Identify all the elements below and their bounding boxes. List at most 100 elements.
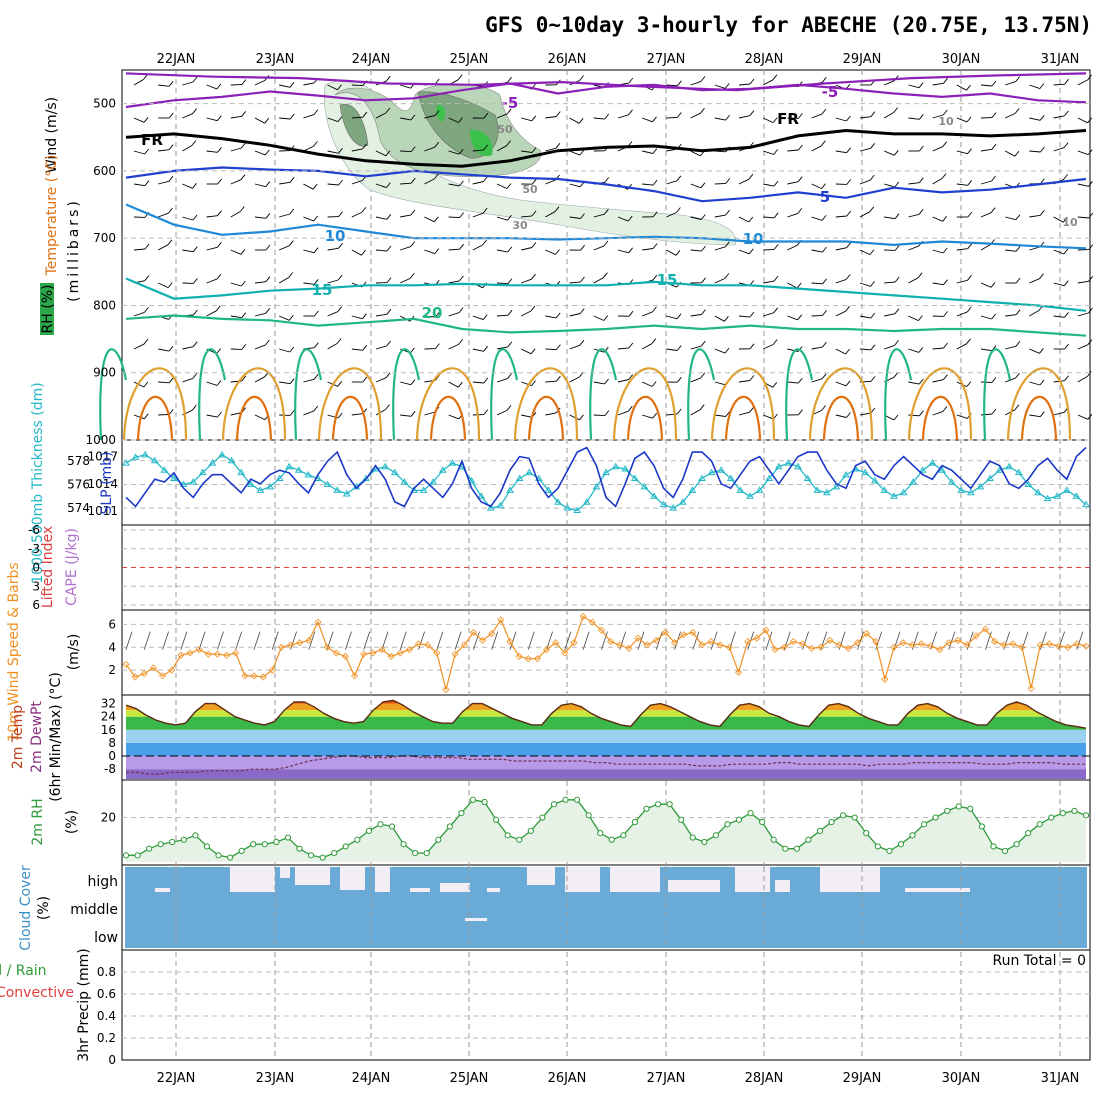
- wind-barb-flag: [628, 247, 633, 254]
- wind-speed-marker: [643, 641, 651, 649]
- wind-barb: [1005, 249, 1017, 252]
- rh-marker: [666, 801, 673, 808]
- contour-label: 15: [657, 271, 678, 289]
- wind-barb-flag: [313, 141, 318, 147]
- wind-barb: [545, 211, 556, 218]
- thickness-marker: [899, 488, 908, 496]
- wind-barb-flag: [1063, 248, 1069, 255]
- ylabel-lifted-index: Lifted Index: [40, 526, 56, 608]
- date-label-top: 30JAN: [942, 52, 981, 67]
- thickness-marker: [918, 466, 927, 473]
- wind-barb: [738, 216, 750, 223]
- rh-marker: [192, 832, 199, 839]
- thickness-marker: [400, 478, 409, 485]
- rh-marker: [1071, 807, 1078, 814]
- wind-barb-flag: [483, 346, 488, 352]
- wind-barb: [327, 117, 339, 123]
- wind-barb-flag: [338, 148, 343, 154]
- wind-barb: [811, 145, 822, 152]
- wind-barb-flag: [724, 83, 730, 89]
- wind-barb-flag: [459, 275, 464, 282]
- rh-marker: [1059, 810, 1066, 817]
- wind-barb: [521, 247, 533, 251]
- rh-legend-swatch: [40, 283, 54, 335]
- wind-barb-flag: [1040, 146, 1045, 153]
- wind-barb: [738, 249, 750, 255]
- rh-marker: [631, 818, 639, 826]
- wind-barb: [375, 216, 387, 220]
- wind-barb: [496, 145, 507, 152]
- wind-barb-flag: [967, 211, 973, 218]
- ylabel-2m-temp: 2m Temp: [10, 705, 26, 769]
- wind-barb: [448, 312, 460, 317]
- wind-barb: [254, 216, 266, 219]
- wind-barb-flag: [386, 182, 391, 188]
- wind-barb: [182, 216, 194, 221]
- wind-barb-flag: [870, 281, 875, 287]
- thickness-marker: [515, 474, 524, 482]
- wind-speed-marker: [177, 651, 185, 659]
- thickness-marker: [573, 506, 582, 514]
- wind-speed-marker: [387, 652, 395, 660]
- ylabel-millibars: (millibars): [66, 198, 82, 302]
- wind-barb: [932, 216, 943, 222]
- wind-barb-flag: [894, 245, 900, 251]
- wind-barb-flag: [217, 411, 222, 418]
- wind-barb-flag: [241, 375, 247, 382]
- wind-barb-flag: [846, 242, 851, 248]
- thickness-marker: [506, 486, 514, 493]
- wind-barb: [1077, 117, 1088, 124]
- wind-barb: [254, 376, 265, 383]
- thickness-marker: [890, 492, 898, 499]
- surface-wind-barb: [326, 631, 334, 650]
- wind-barb-flag: [143, 117, 149, 123]
- wind-barb: [303, 216, 314, 222]
- wind-speed-marker: [908, 641, 916, 649]
- ylabel-temperature: Temperature (°C): [44, 155, 60, 277]
- thickness-marker: [256, 486, 265, 493]
- temp-lobe-25: [513, 367, 579, 441]
- wind-barb: [496, 346, 508, 350]
- wind-barb-flag: [191, 404, 197, 411]
- wind-barb-flag: [1039, 115, 1045, 121]
- wind-barb: [1053, 83, 1065, 86]
- wind-barb: [835, 247, 847, 251]
- wind-barb-flag: [580, 244, 585, 251]
- wind-barb-flag: [724, 273, 730, 279]
- wind-barb-flag: [192, 341, 198, 347]
- wind-barb: [400, 150, 412, 153]
- wind-barb-flag: [967, 275, 972, 281]
- wind-barb: [424, 178, 435, 185]
- wind-barb-flag: [241, 111, 247, 117]
- surface-wind-barb: [948, 631, 956, 650]
- temp-lobe-30: [429, 395, 467, 441]
- lifted-index-tick: -6: [28, 523, 40, 537]
- thickness-marker: [880, 486, 889, 493]
- wind-barb: [690, 183, 702, 189]
- wind-speed-marker: [506, 638, 514, 646]
- wind-barb: [303, 410, 314, 416]
- wind-barb: [448, 414, 460, 420]
- wind-barb: [545, 412, 557, 416]
- wind-barb-flag: [772, 74, 778, 81]
- wind-barb-flag: [555, 142, 561, 149]
- wind-barb: [279, 315, 290, 321]
- wind-barb-flag: [869, 174, 875, 181]
- wind-barb-flag: [507, 309, 513, 316]
- thickness-marker: [813, 486, 822, 493]
- date-label-bottom: 29JAN: [843, 1071, 882, 1086]
- wind-barb-flag: [700, 107, 705, 114]
- wind-speed-marker: [597, 626, 605, 634]
- rh-marker: [863, 830, 870, 837]
- wind-tick: 2: [108, 663, 116, 677]
- wind-barb-flag: [652, 306, 657, 313]
- wind-speed-marker: [561, 649, 569, 657]
- thickness-marker: [179, 480, 188, 487]
- wind-speed-marker: [1045, 640, 1053, 648]
- wind-barb: [763, 117, 774, 124]
- rh-marker: [689, 834, 696, 841]
- date-label-top: 23JAN: [256, 52, 295, 67]
- wind-barb-flag: [241, 142, 246, 149]
- contour-label: 15: [312, 281, 333, 299]
- wind-barb-flag: [459, 180, 464, 187]
